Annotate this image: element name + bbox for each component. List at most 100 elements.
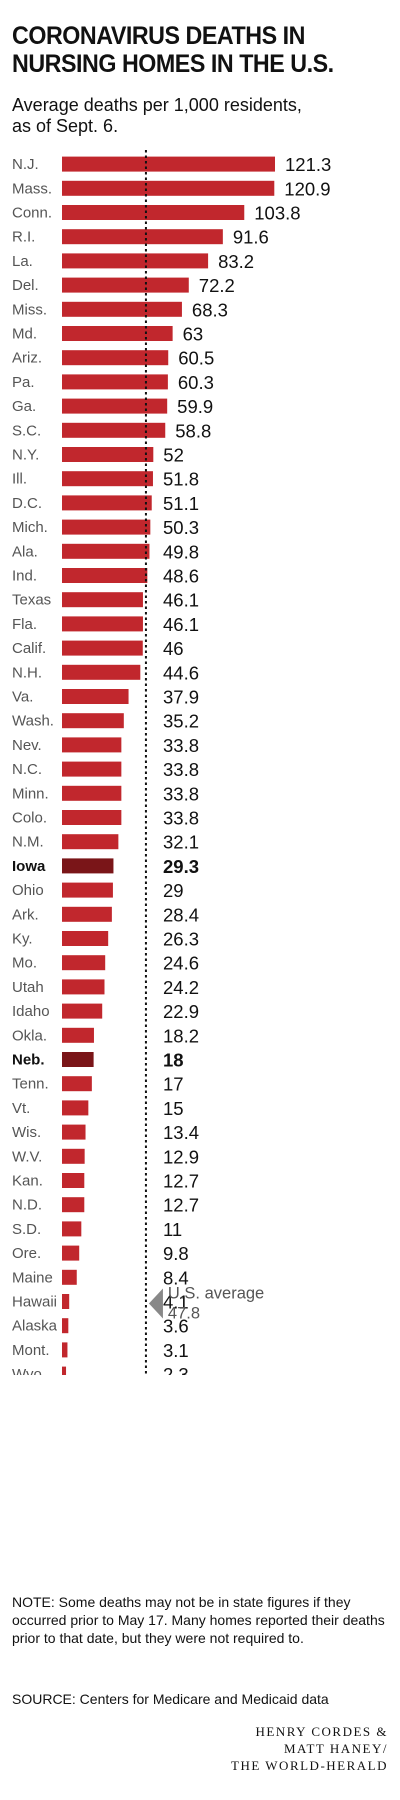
value-label: 37.9 [163, 687, 199, 708]
bar [62, 737, 122, 753]
credit-line: MATT HANEY/ [283, 1741, 388, 1756]
bar [62, 689, 129, 704]
bar [62, 301, 182, 317]
bar [62, 1221, 82, 1237]
bar [62, 785, 122, 801]
bar [62, 1148, 85, 1164]
value-label: 18.2 [163, 1025, 199, 1046]
value-label: 48.6 [163, 566, 199, 587]
value-label: 12.7 [163, 1171, 199, 1192]
value-label: 2.3 [163, 1364, 189, 1375]
bar [62, 1318, 69, 1334]
credit: HENRY CORDES & MATT HANEY/ THE WORLD-HER… [231, 1723, 388, 1774]
chart-title: CORONAVIRUS DEATHS IN NURSING HOMES IN T… [12, 22, 334, 78]
category-label: Wis. [12, 1124, 41, 1141]
value-label: 24.2 [163, 977, 199, 998]
bar [62, 326, 173, 341]
bar [62, 761, 122, 777]
category-label: Ky. [12, 931, 33, 948]
value-label: 33.8 [163, 735, 199, 756]
value-label: 29.3 [163, 856, 199, 877]
bar [62, 858, 114, 874]
category-label: Md. [12, 326, 37, 343]
value-label: 59.9 [177, 396, 213, 417]
bar [62, 253, 209, 269]
value-label: 52 [163, 445, 184, 466]
category-label: N.H. [12, 664, 42, 681]
category-label: W.V. [12, 1148, 42, 1165]
value-label: 60.3 [178, 372, 214, 393]
value-label: 12.9 [163, 1146, 199, 1167]
category-label: Alaska [12, 1318, 58, 1335]
value-label: 83.2 [218, 251, 254, 272]
bar [62, 422, 166, 438]
category-label: Ga. [12, 398, 36, 415]
value-label: 120.9 [284, 178, 330, 199]
value-label: 72.2 [199, 275, 235, 296]
credit-line: THE WORLD-HERALD [231, 1758, 388, 1773]
category-label: N.Y. [12, 447, 39, 464]
category-label: Neb. [12, 1052, 45, 1069]
bar [62, 1342, 68, 1358]
value-label: 91.6 [233, 227, 269, 248]
category-label: Texas [12, 592, 51, 609]
average-value: 47.8 [168, 1305, 200, 1323]
category-label: Ill. [12, 471, 27, 488]
bar [62, 1052, 94, 1067]
bar [62, 205, 245, 220]
bar [62, 519, 151, 535]
value-label: 58.8 [175, 420, 211, 441]
bar [62, 1100, 89, 1116]
value-label: 35.2 [163, 711, 199, 732]
category-label: Ala. [12, 543, 38, 560]
bar [62, 229, 223, 245]
bar [62, 568, 148, 583]
source-line: SOURCE: Centers for Medicare and Medicai… [12, 1691, 329, 1707]
category-label: Conn. [12, 205, 52, 222]
value-label: 33.8 [163, 759, 199, 780]
value-label: 46.1 [163, 614, 199, 635]
value-label: 32.1 [163, 832, 199, 853]
value-label: 17 [163, 1074, 184, 1095]
value-label: 46 [163, 638, 184, 659]
bar [62, 664, 141, 680]
category-label: Ariz. [12, 350, 42, 367]
category-label: Kan. [12, 1173, 43, 1190]
bar [62, 1003, 103, 1019]
category-label: Ore. [12, 1245, 41, 1262]
category-label: N.C. [12, 761, 42, 778]
bar [62, 810, 122, 825]
bar-chart: N.J. 121.3 Mass. 120.9 Conn. 103.8 R.I. 91.6 La.… [12, 150, 331, 1375]
bar [62, 834, 119, 850]
category-label: Colo. [12, 810, 47, 827]
category-label: S.D. [12, 1221, 41, 1238]
bar [62, 374, 168, 390]
credit-line: HENRY CORDES & [255, 1724, 388, 1739]
bar [62, 180, 275, 196]
category-label: Mich. [12, 519, 48, 536]
category-label: Wash. [12, 713, 54, 730]
value-label: 44.6 [163, 662, 199, 683]
category-label: Mo. [12, 955, 37, 972]
bar [62, 398, 168, 414]
category-label: Mass. [12, 180, 52, 197]
bar [62, 931, 109, 946]
category-label: R.I. [12, 229, 35, 246]
value-label: 51.8 [163, 469, 199, 490]
value-label: 121.3 [285, 154, 331, 175]
category-label: Vt. [12, 1100, 30, 1117]
bar [62, 1245, 80, 1261]
bar [62, 592, 143, 608]
average-label: U.S. average [168, 1285, 264, 1303]
average-marker-arrow [148, 1288, 163, 1319]
bar [62, 1076, 92, 1092]
value-label: 46.1 [163, 590, 199, 611]
category-label: Minn. [12, 785, 49, 802]
footnote: NOTE: Some deaths may not be in state fi… [12, 1594, 385, 1646]
bar [62, 1269, 77, 1285]
value-label: 49.8 [163, 541, 199, 562]
value-label: 51.1 [163, 493, 199, 514]
bar [62, 495, 152, 511]
category-label: Ark. [12, 906, 39, 923]
category-label: Wyo. [12, 1366, 46, 1375]
